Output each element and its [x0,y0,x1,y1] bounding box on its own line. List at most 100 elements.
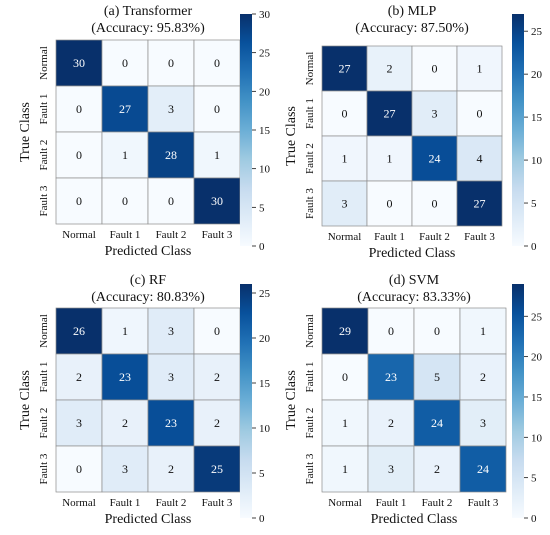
y-tick-label: Normal [304,52,316,86]
cell-value: 2 [387,62,393,76]
colorbar-tick-label: 0 [259,241,265,253]
cell-value: 30 [73,56,85,70]
y-tick-label: Fault 1 [304,98,316,129]
colorbar-tick-label: 0 [531,241,537,253]
cell-value: 2 [214,416,220,430]
x-axis-label: Predicted Class [105,244,192,259]
confusion-matrix-panel-1: (a) Transformer(Accuracy: 95.83%)30 0 0 00 2… [18,4,271,259]
cell-value: 30 [211,194,223,208]
x-tick-label: Fault 1 [374,231,405,243]
matrix-cell [413,353,461,401]
matrix-cell [55,177,103,225]
cell-value: 23 [385,370,397,384]
matrix-cell [413,399,461,447]
x-tick-label: Normal [62,497,96,509]
y-tick-label: Fault 3 [304,188,316,219]
matrix-cell [101,445,149,493]
matrix-cell [321,180,368,227]
cell-value: 1 [480,324,486,338]
cell-value: 2 [434,462,440,476]
colorbar-tick-label: 25 [259,288,271,300]
cell-value: 1 [342,462,348,476]
y-axis-label: True Class [284,106,299,166]
cell-value: 23 [119,370,131,384]
matrix-cell [321,307,369,355]
cell-value: 2 [122,416,128,430]
cell-value: 3 [168,324,174,338]
x-tick-label: Normal [328,497,362,509]
cell-value: 3 [388,462,394,476]
x-tick-label: Fault 1 [110,497,141,509]
cell-value: 28 [165,148,177,162]
matrix-cell [193,85,241,133]
matrix-cell [101,85,149,133]
x-tick-label: Normal [328,231,362,243]
cell-value: 24 [477,462,489,476]
x-axis-label: Predicted Class [105,512,192,527]
matrix-cell [456,45,503,92]
matrix-cell [366,90,413,137]
matrix-cell [55,445,103,493]
matrix-cell [193,445,241,493]
colorbar [512,14,524,246]
x-axis-label: Predicted Class [371,512,458,527]
cell-value: 1 [122,324,128,338]
panel-accuracy: (Accuracy: 83.33%) [357,290,471,305]
y-tick-label: Fault 2 [38,140,50,171]
colorbar-tick-label: 20 [259,333,271,345]
cell-value: 0 [76,462,82,476]
cell-value: 0 [168,194,174,208]
y-axis-label: True Class [18,102,33,162]
x-tick-label: Fault 3 [202,229,233,241]
cell-value: 27 [119,102,131,116]
cell-value: 29 [339,324,351,338]
panel-title: (c) RF [130,273,166,288]
panel-title: (b) MLP [388,4,437,19]
colorbar-tick-label: 25 [531,26,543,38]
panel-title: (d) SVM [389,273,440,288]
matrix-cell [413,307,461,355]
y-axis-label: True Class [18,370,33,430]
confusion-matrix-panel-2: (b) MLP(Accuracy: 87.50%)27 2 0 10 27 3 01 1 24 4… [284,4,543,261]
cell-value: 2 [76,370,82,384]
matrix-cell [459,353,507,401]
cell-value: 2 [168,462,174,476]
cell-value: 0 [168,56,174,70]
y-tick-label: Fault 1 [38,94,50,125]
cell-value: 0 [76,148,82,162]
colorbar-tick-label: 5 [259,202,265,214]
y-tick-label: Fault 3 [38,453,50,484]
cell-value: 0 [214,324,220,338]
colorbar-tick-label: 10 [531,155,543,167]
cell-value: 0 [76,194,82,208]
cell-value: 24 [429,152,441,166]
cell-value: 3 [432,107,438,121]
matrix-cell [55,307,103,355]
y-tick-label: Normal [304,314,316,348]
matrix-cell [193,353,241,401]
cell-value: 1 [342,152,348,166]
x-tick-label: Fault 1 [376,497,407,509]
matrix-cell [367,307,415,355]
matrix-cell [55,353,103,401]
colorbar-tick-label: 5 [259,468,265,480]
matrix-cell [147,307,195,355]
cell-value: 3 [76,416,82,430]
cell-value: 0 [388,324,394,338]
matrix-cell [459,445,507,493]
cell-value: 0 [122,56,128,70]
cell-value: 27 [384,107,396,121]
colorbar-tick-label: 5 [531,198,537,210]
matrix-cell [147,39,195,87]
matrix-cell [101,177,149,225]
colorbar-tick-label: 15 [531,112,543,124]
colorbar-tick-label: 10 [259,423,271,435]
matrix-cell [321,90,368,137]
colorbar-tick-label: 15 [531,392,543,404]
matrix-cell [367,399,415,447]
cell-value: 0 [432,197,438,211]
colorbar-tick-label: 20 [259,86,271,98]
y-tick-label: Fault 2 [304,143,316,174]
panel-accuracy: (Accuracy: 87.50%) [355,21,469,36]
cell-value: 27 [339,62,351,76]
